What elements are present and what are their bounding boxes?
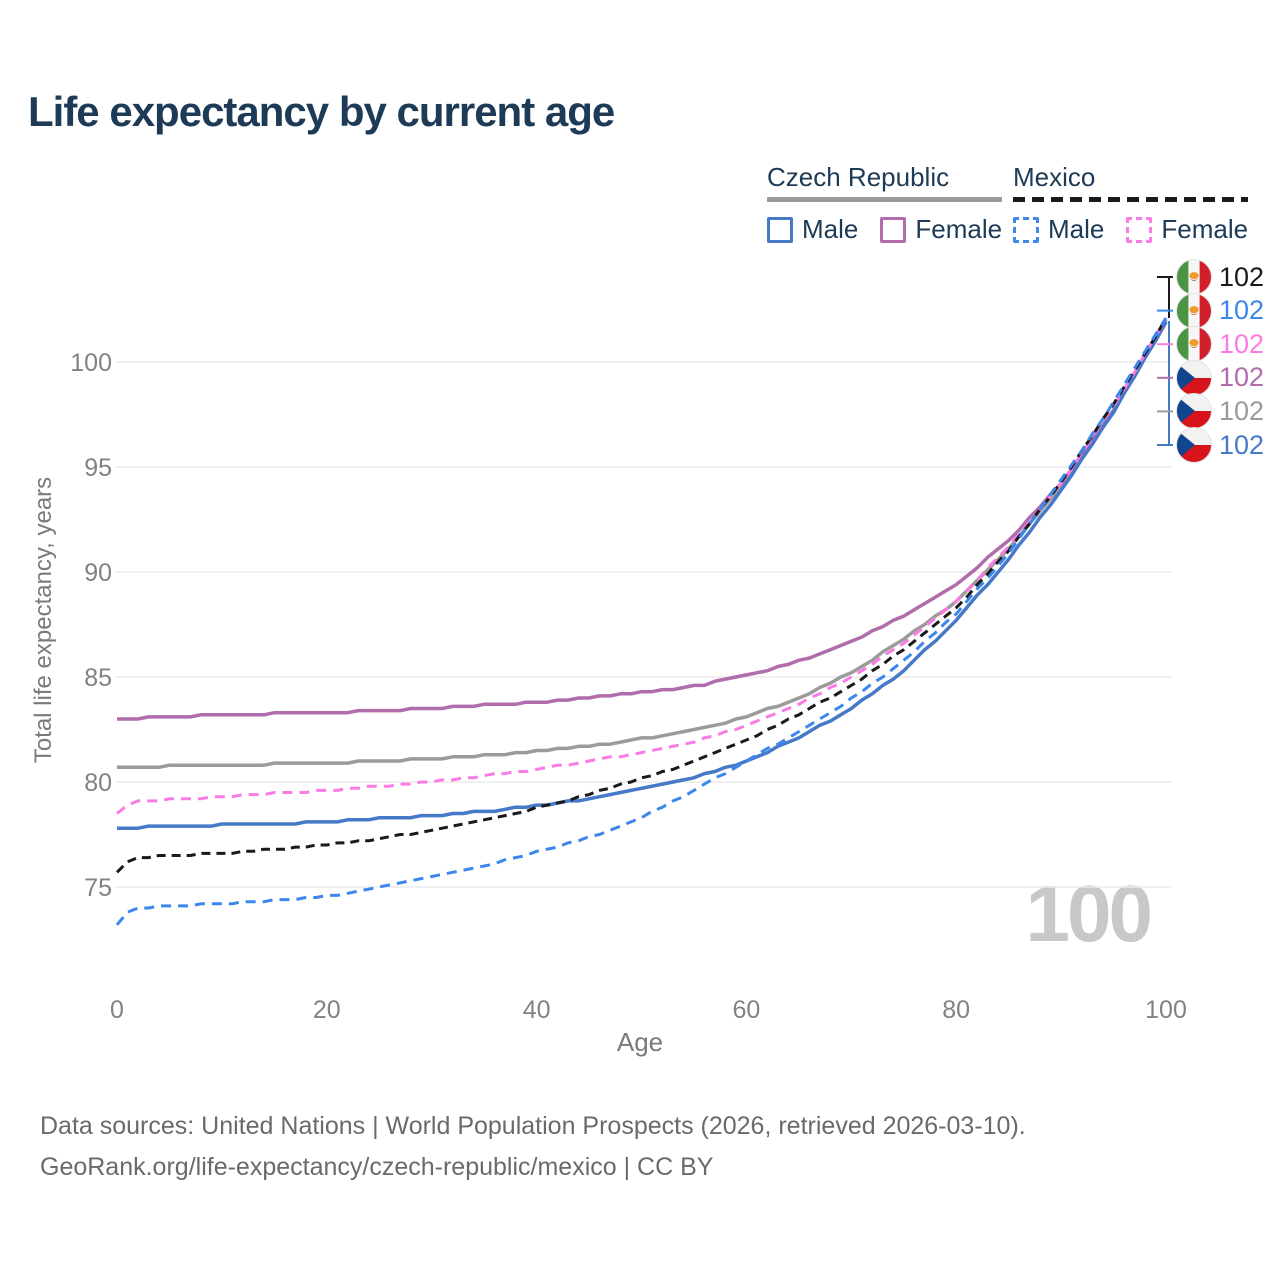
y-tick-label: 100 [70, 349, 112, 377]
end-value-mexico-female: 102 [1219, 328, 1265, 359]
x-tick-label: 80 [942, 996, 970, 1024]
legend-group-mexico: Mexico Male Female [1013, 162, 1249, 245]
data-sources-text: Data sources: United Nations | World Pop… [40, 1112, 1026, 1140]
series-line-mexico-male [115, 317, 1168, 926]
legend-item-czech-female[interactable]: Female [880, 214, 1002, 245]
checkbox-mexico-male-icon[interactable] [1013, 216, 1039, 243]
end-label-czech-all: 102 [1176, 393, 1265, 430]
y-tick-label: 85 [84, 664, 112, 692]
legend-country-czech-republic[interactable]: Czech Republic [767, 162, 950, 192]
attribution-text: GeoRank.org/life-expectancy/czech-republ… [40, 1153, 714, 1181]
x-axis-title: Age [616, 1027, 664, 1057]
checkbox-czech-female-icon[interactable] [880, 216, 907, 243]
legend-label-czech-female: Female [915, 214, 1003, 244]
czech-flag-icon [1176, 359, 1212, 396]
series-line-mexico-female [116, 319, 1168, 815]
series-line-mexico-all [115, 317, 1168, 874]
x-tick-label: 20 [313, 996, 341, 1024]
y-tick-label: 80 [84, 769, 112, 797]
legend-item-mexico-male[interactable]: Male [1013, 214, 1104, 245]
legend-label-mexico-female: Female [1161, 214, 1249, 244]
series-line-czech-all [117, 319, 1168, 770]
x-tick-label: 60 [732, 996, 760, 1024]
mexico-flag-icon [1176, 326, 1212, 363]
czech-flag-icon [1176, 393, 1212, 430]
legend-label-mexico-male: Male [1048, 214, 1105, 244]
mexico-dashed-line-swatch [1013, 197, 1249, 202]
end-value-czech-all: 102 [1219, 395, 1265, 426]
mexico-flag-icon [1176, 259, 1212, 295]
x-tick-label: 100 [1145, 996, 1187, 1024]
end-label-mexico-female: 102 [1176, 326, 1265, 363]
y-tick-label: 75 [84, 874, 112, 902]
mexico-flag-icon [1176, 292, 1212, 329]
end-label-czech-male: 102 [1176, 427, 1264, 463]
x-tick-label: 0 [110, 996, 124, 1024]
y-axis-title: Total life expectancy, years [30, 476, 57, 764]
legend-label-czech-male: Male [802, 214, 859, 244]
legend-item-czech-male[interactable]: Male [767, 214, 858, 245]
end-value-czech-female: 102 [1219, 362, 1265, 393]
end-value-czech-male: 102 [1219, 429, 1265, 460]
legend-group-czech-republic: Czech Republic Male Female [767, 162, 1003, 245]
end-label-czech-female: 102 [1176, 359, 1265, 396]
legend-country-mexico[interactable]: Mexico [1013, 162, 1096, 192]
page-title: Life expectancy by current age [28, 88, 615, 135]
end-label-mexico-male: 102 [1176, 292, 1265, 329]
legend-item-mexico-female[interactable]: Female [1126, 214, 1248, 245]
x-tick-label: 40 [523, 996, 551, 1024]
end-label-mexico-all: 102 [1176, 259, 1264, 295]
chart-footer: Data sources: United Nations | World Pop… [40, 1106, 1026, 1188]
czech-solid-line-swatch [767, 197, 1003, 202]
end-value-mexico-male: 102 [1219, 295, 1265, 326]
end-value-mexico-all: 102 [1219, 261, 1265, 292]
series-line-czech-female [117, 319, 1168, 721]
czech-flag-icon [1176, 427, 1212, 463]
checkbox-czech-male-icon[interactable] [767, 216, 793, 243]
y-tick-label: 95 [84, 454, 112, 482]
age-counter-watermark: 100 [1025, 869, 1153, 958]
series-line-czech-male [117, 321, 1168, 830]
y-tick-label: 90 [84, 559, 112, 587]
checkbox-mexico-female-icon[interactable] [1126, 216, 1153, 243]
